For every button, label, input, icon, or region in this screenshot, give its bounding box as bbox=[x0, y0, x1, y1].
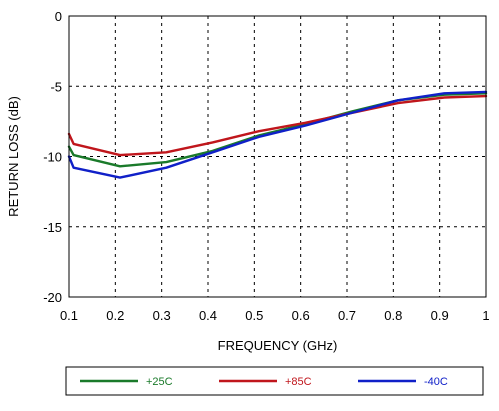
series-lines bbox=[67, 90, 488, 179]
x-tick-label: 0.8 bbox=[384, 308, 402, 323]
y-axis-title: RETURN LOSS (dB) bbox=[6, 96, 21, 217]
legend-label: +85C bbox=[285, 376, 312, 388]
tick-labels: 0.1 0.2 0.3 0.4 0.5 0.6 0.7 0.8 0.9 1 0 -5 -10 -15 -20 bbox=[43, 9, 489, 323]
x-tick-label: 0.7 bbox=[338, 308, 356, 323]
x-axis-title: FREQUENCY (GHz) bbox=[218, 338, 338, 353]
x-tick-label: 0.4 bbox=[199, 308, 217, 323]
y-tick-label: -20 bbox=[43, 290, 62, 305]
series-line bbox=[67, 90, 488, 179]
x-tick-label: 0.3 bbox=[153, 308, 171, 323]
legend-label: -40C bbox=[424, 376, 448, 388]
legend: +25C +85C -40C bbox=[65, 366, 484, 396]
y-tick-label: -10 bbox=[43, 150, 62, 165]
x-tick-label: 0.1 bbox=[60, 308, 78, 323]
x-tick-label: 0.9 bbox=[431, 308, 449, 323]
y-tick-label: -15 bbox=[43, 220, 62, 235]
legend-label: +25C bbox=[146, 376, 173, 388]
y-tick-label: -5 bbox=[50, 79, 62, 94]
y-tick-label: 0 bbox=[55, 9, 62, 24]
grid-lines bbox=[69, 16, 486, 297]
x-tick-label: 0.5 bbox=[245, 308, 263, 323]
series-line bbox=[67, 94, 488, 157]
x-tick-label: 1 bbox=[482, 308, 489, 323]
x-tick-label: 0.2 bbox=[106, 308, 124, 323]
plot-frame bbox=[68, 15, 487, 298]
x-tick-label: 0.6 bbox=[292, 308, 310, 323]
